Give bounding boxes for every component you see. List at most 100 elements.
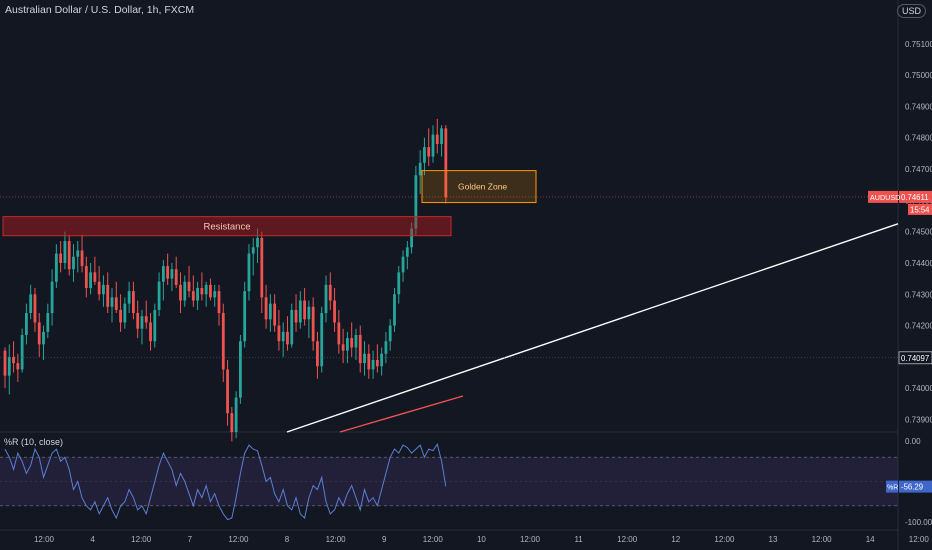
price-tick-label: 0.74900: [905, 102, 932, 111]
candle-body: [136, 313, 140, 329]
candle-body: [260, 237, 264, 298]
candle-body: [67, 241, 71, 270]
chart-title: Australian Dollar / U.S. Dollar, 1h, FXC…: [5, 4, 195, 16]
candle-body: [3, 350, 7, 376]
candle-body: [46, 313, 50, 332]
candle-body: [341, 344, 345, 351]
candle-body: [388, 325, 392, 342]
candle-body: [209, 284, 212, 298]
price-tick-label: 0.74800: [905, 134, 932, 143]
candle-body: [93, 272, 97, 282]
time-tick-label: 8: [285, 535, 290, 544]
time-tick-label: 13: [769, 535, 778, 544]
candle-body: [393, 294, 396, 326]
candle-body: [384, 341, 388, 354]
candle-body: [358, 334, 362, 364]
candle-body: [89, 272, 92, 288]
time-tick-label: 11: [574, 535, 583, 544]
candle-body: [294, 309, 298, 323]
golden-zone-label: Golden Zone: [458, 182, 507, 192]
time-tick-label: 12:00: [131, 535, 152, 544]
candle-body: [127, 291, 131, 304]
candle-body: [320, 313, 324, 367]
candle-body: [440, 128, 443, 144]
candle-body: [427, 147, 431, 157]
currency-button[interactable]: USD: [896, 4, 926, 18]
candle-body: [324, 284, 328, 314]
candle-body: [277, 325, 281, 342]
candle-body: [7, 356, 11, 376]
indicator-name-badge: [886, 480, 898, 493]
candle-body: [444, 128, 448, 198]
candle-body: [102, 284, 105, 295]
candle-body: [290, 309, 294, 345]
candle-body: [29, 294, 33, 314]
candle-body: [410, 228, 413, 248]
candle-body: [179, 284, 182, 301]
price-tick-label: 0.75100: [905, 40, 932, 49]
candle-body: [187, 281, 191, 292]
candle-body: [239, 341, 242, 398]
countdown-badge: [908, 203, 932, 215]
candle-body: [42, 331, 45, 345]
candle-body: [371, 360, 375, 370]
candle-body: [12, 356, 15, 364]
countdown-value: 15:54: [910, 205, 930, 214]
candle-body: [307, 306, 311, 320]
candle-body: [230, 413, 234, 432]
time-tick-label: 12:00: [228, 535, 249, 544]
candle-body: [174, 269, 178, 285]
price-tick-label: 0.74300: [905, 290, 932, 299]
price-tick-label: 0.75000: [905, 71, 932, 80]
candle-body: [72, 256, 75, 270]
candle-body: [25, 313, 28, 335]
candle-body: [247, 253, 251, 292]
candle-body: [273, 303, 277, 326]
candle-body: [328, 284, 332, 301]
candle-body: [316, 341, 319, 367]
candle-body: [435, 134, 439, 144]
candle-body: [191, 291, 195, 301]
candle-body: [367, 353, 371, 370]
candle-body: [50, 281, 54, 314]
candle-body: [397, 272, 401, 295]
candle-body: [350, 338, 354, 348]
candle-body: [234, 397, 238, 432]
candle-body: [281, 331, 285, 342]
price-tick-label: 0.73900: [905, 415, 932, 424]
candle-body: [84, 266, 88, 288]
candle-body: [144, 316, 148, 323]
time-tick-label: 12:00: [812, 535, 833, 544]
time-tick-label: 12:00: [423, 535, 444, 544]
price-tick-label: 0.74000: [905, 384, 932, 393]
candle-body: [123, 303, 127, 323]
candle-body: [153, 309, 157, 342]
candle-body: [37, 322, 41, 345]
candle-body: [97, 281, 101, 295]
indicator-tick-label: -100.00: [905, 518, 932, 527]
candle-body: [243, 291, 247, 342]
time-tick-label: 10: [477, 535, 486, 544]
time-tick-label: 14: [866, 535, 875, 544]
candle-body: [59, 253, 63, 263]
price-tick-label: 0.74700: [905, 165, 932, 174]
time-tick-label: 12:00: [617, 535, 638, 544]
indicator-value-badge: [899, 480, 932, 493]
level-price-value: 0.74097: [901, 354, 929, 363]
price-tick-label: 0.74200: [905, 322, 932, 331]
candle-body: [354, 334, 358, 348]
resistance-label: Resistance: [204, 222, 251, 233]
candle-body: [414, 175, 418, 229]
candle-body: [333, 300, 336, 323]
candle-body: [405, 247, 409, 257]
candle-body: [80, 250, 84, 267]
candle-body: [20, 334, 24, 370]
candle-body: [217, 291, 221, 314]
candle-body: [213, 291, 217, 298]
candle-body: [140, 316, 144, 329]
resistance-zone: [2, 216, 452, 237]
current-price-value: 0.74611: [901, 193, 929, 202]
candle-body: [268, 303, 272, 320]
